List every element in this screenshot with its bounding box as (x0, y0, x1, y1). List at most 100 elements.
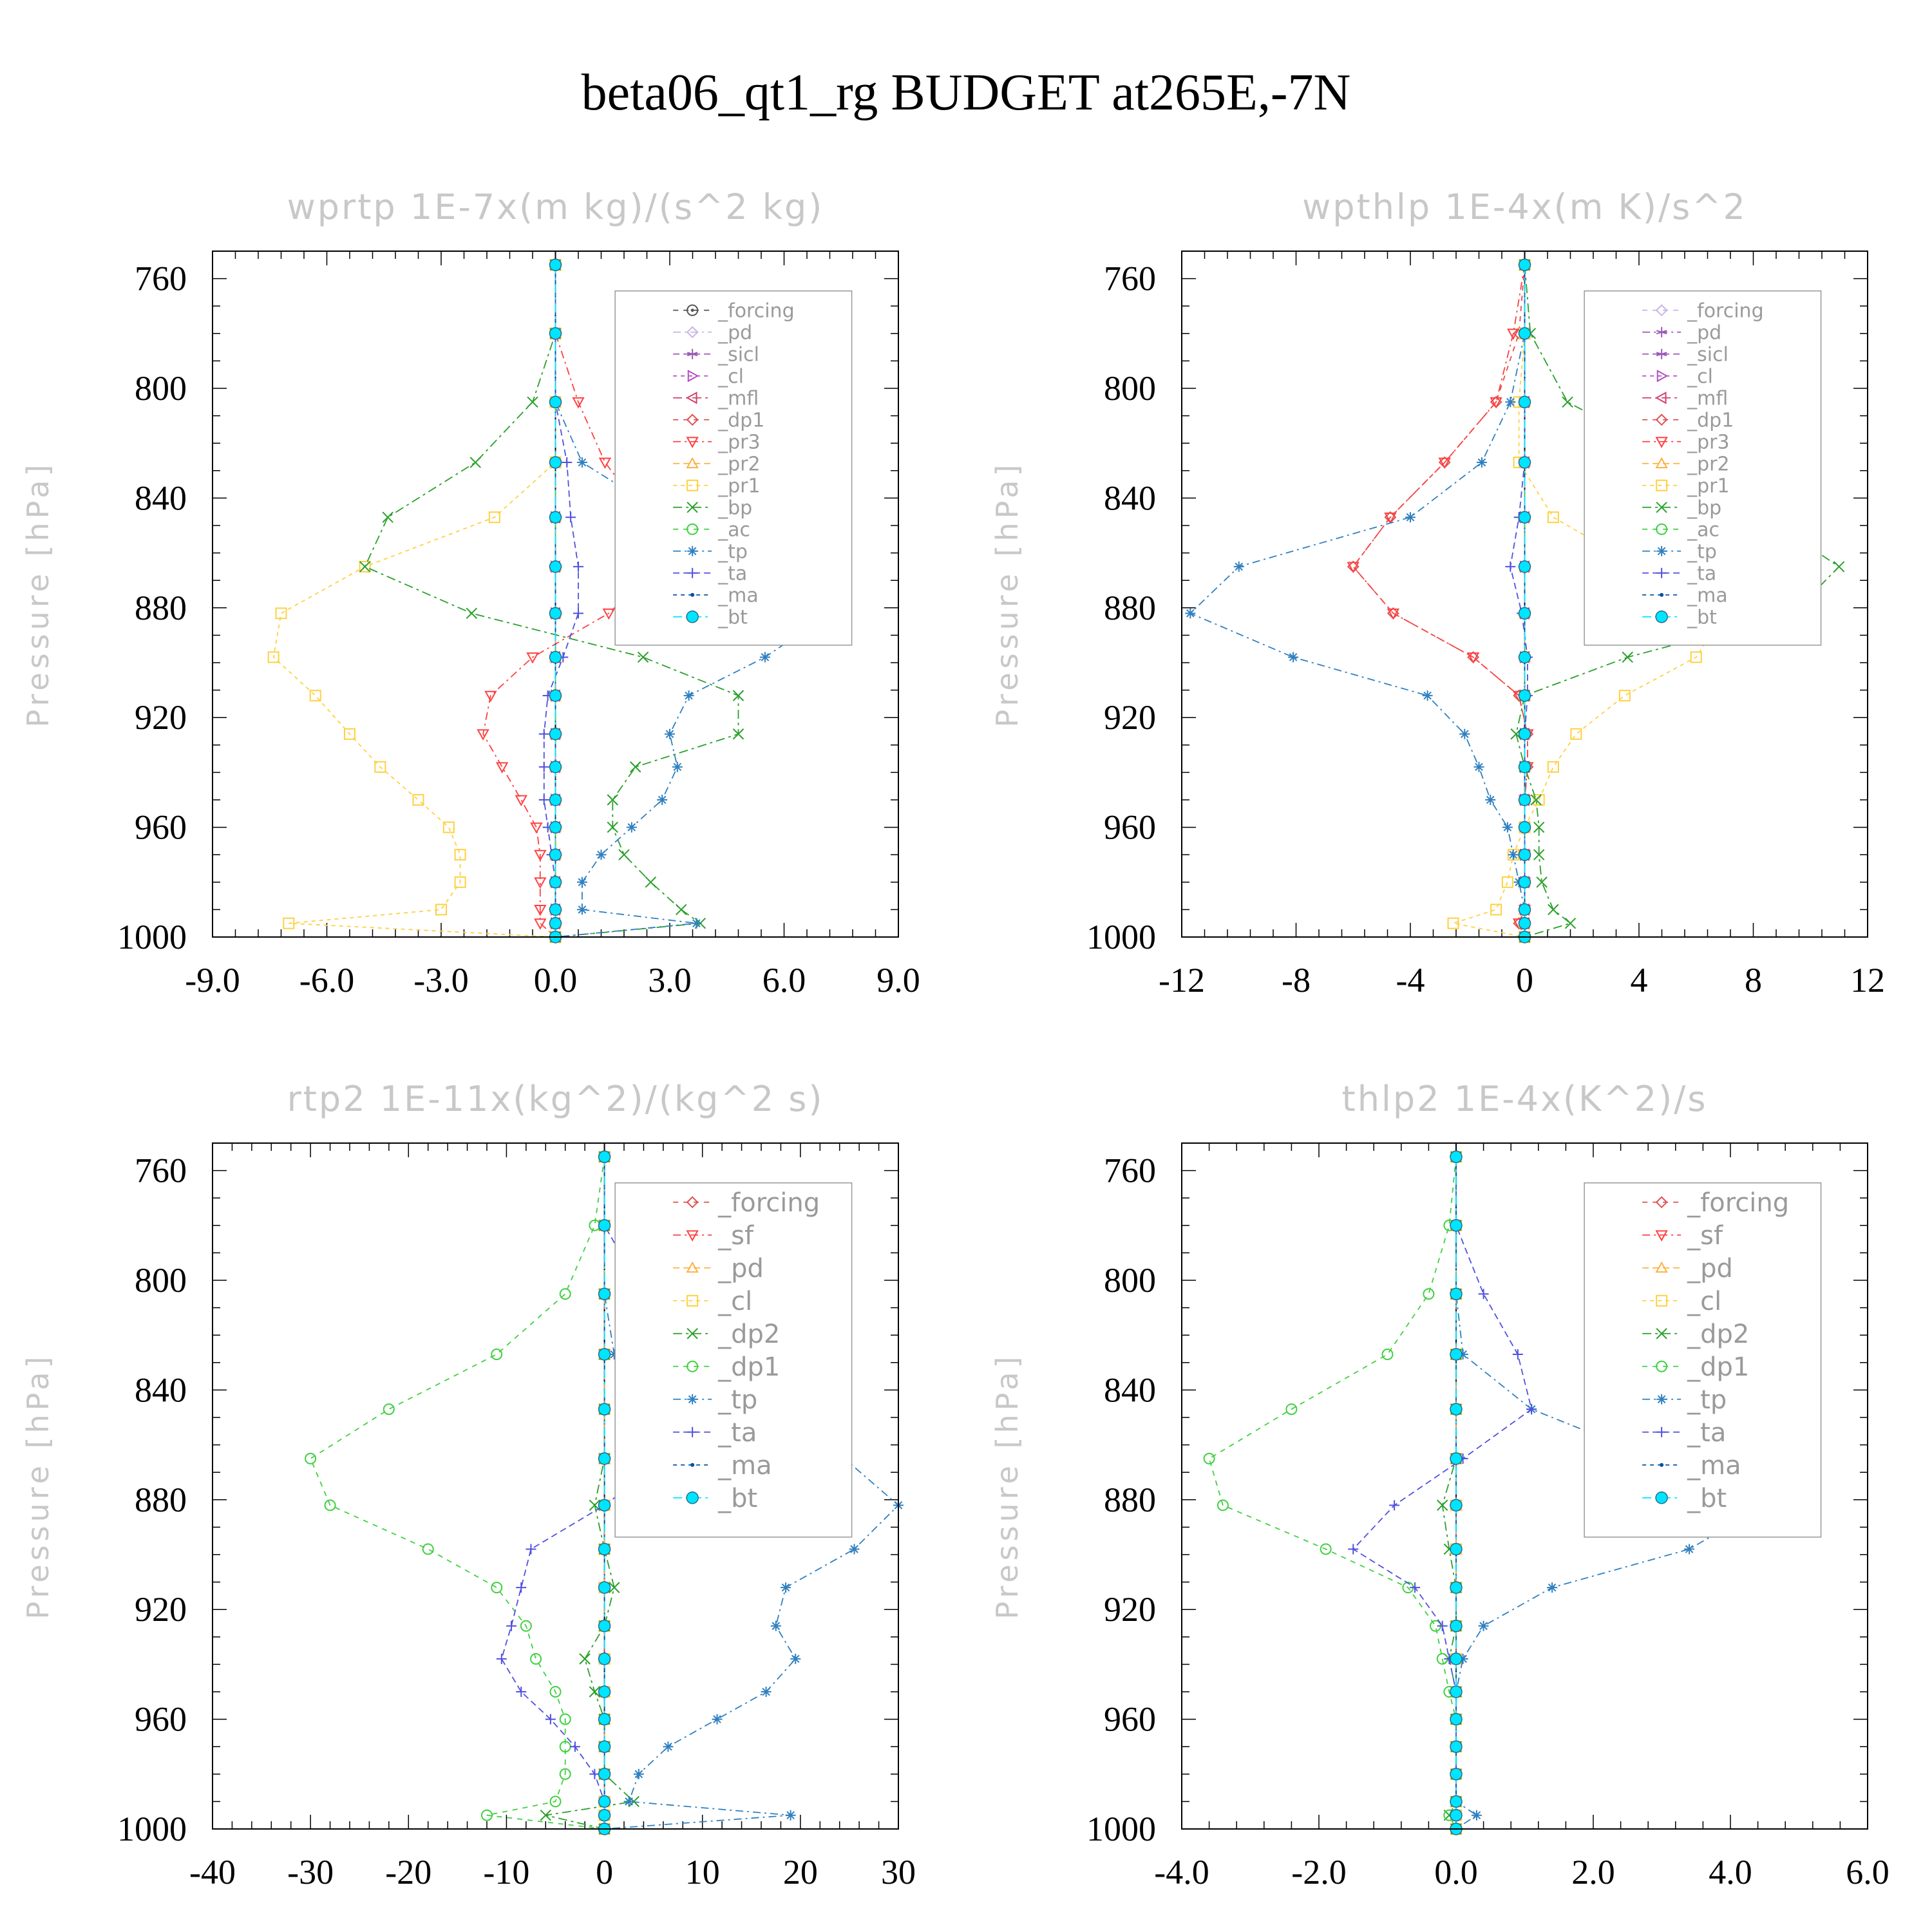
legend-entry: _pd (673, 1254, 764, 1283)
series-group (305, 1150, 904, 1836)
series-bt (1450, 1150, 1463, 1835)
legend-marker (686, 392, 697, 404)
plot-frame (212, 1142, 899, 1830)
data-point (435, 904, 447, 916)
legend-label: _dp1 (1687, 409, 1734, 431)
data-point (1450, 1219, 1463, 1232)
y-tick-label: 960 (1104, 1700, 1156, 1739)
y-tick-label: 840 (1104, 478, 1156, 517)
data-point (516, 1687, 527, 1697)
legend-marker (686, 1230, 699, 1242)
data-point (549, 1795, 562, 1808)
series-group (1185, 258, 1845, 944)
data-point (1466, 652, 1480, 664)
legend-label: _pd (717, 321, 752, 344)
data-point (526, 1544, 536, 1555)
legend-entry: _pr3 (673, 431, 761, 453)
legend-entry: _bt (1642, 1484, 1727, 1513)
chart-panel-4: thlp2 1E-4x(K^2)/s Pressure [hPa] 760 800 84… (990, 1079, 1889, 1891)
legend-entry: _dp2 (1642, 1320, 1749, 1349)
x-tick-label: -20 (385, 1853, 431, 1891)
data-point (506, 1620, 517, 1631)
legend-entry: _cl (673, 365, 744, 388)
data-point (1518, 395, 1531, 409)
data-point (305, 1452, 317, 1464)
series-line (1352, 265, 1528, 938)
panel-title: wpthlp 1E-4x(m K)/s^2 (1302, 187, 1747, 227)
data-point (683, 690, 694, 701)
data-point (454, 849, 466, 861)
data-point (1518, 793, 1531, 806)
data-point (481, 1809, 493, 1821)
legend-marker (1655, 437, 1668, 448)
x-tick-label: 2.0 (1571, 1853, 1615, 1891)
series-bt (1518, 258, 1531, 943)
data-point (712, 1714, 723, 1725)
data-point (1478, 1289, 1489, 1300)
legend-entry: _ac (673, 518, 750, 541)
data-point (1405, 512, 1416, 523)
data-point (576, 457, 587, 468)
data-point (598, 1768, 611, 1781)
data-point (1450, 1685, 1463, 1698)
data-point (1217, 1499, 1229, 1511)
data-point (538, 795, 549, 805)
data-point (520, 1620, 532, 1632)
y-tick-label: 760 (135, 1151, 187, 1190)
series-pr3 (1347, 260, 1534, 944)
data-point (1203, 1452, 1215, 1464)
legend-marker (687, 1294, 699, 1307)
data-point (491, 1349, 503, 1361)
data-point (602, 608, 616, 620)
data-point (1518, 511, 1531, 524)
data-point (1473, 761, 1484, 772)
data-point (359, 561, 371, 573)
data-point (598, 1685, 611, 1698)
data-point (1185, 608, 1196, 619)
x-tick-label: 0 (1516, 961, 1533, 999)
data-point (598, 1348, 611, 1361)
data-point (559, 1768, 571, 1780)
data-point (412, 794, 424, 806)
legend-box (614, 1182, 853, 1538)
data-point (324, 1499, 336, 1511)
panels-group: wprtp 1E-7x(m kg)/(s^2 kg) Pressure [hPa]… (21, 187, 1889, 1891)
legend-marker (687, 545, 698, 556)
x-tick-label: -12 (1159, 961, 1205, 999)
legend-entry: _bt (673, 606, 748, 629)
legend-label: _dp1 (717, 1352, 780, 1382)
legend-label: _ac (717, 518, 750, 541)
x-tick-label: 6.0 (762, 961, 806, 999)
legend-label: _bp (717, 497, 752, 519)
legend-marker (687, 523, 699, 535)
legend-marker (1656, 1294, 1668, 1307)
legend-marker (1660, 592, 1664, 597)
data-point (598, 1150, 611, 1164)
y-tick-label: 880 (1104, 589, 1156, 627)
data-point (576, 904, 587, 915)
legend-label: _bt (717, 606, 748, 629)
data-point (598, 1499, 611, 1512)
series-line (272, 265, 556, 938)
legend-entry: _bp (1642, 497, 1721, 519)
legend-label: _cl (717, 365, 744, 388)
legend-entry: _ac (1642, 518, 1719, 541)
data-point (534, 849, 547, 862)
legend-marker (1656, 1360, 1668, 1372)
data-point (454, 876, 466, 888)
x-tick-label: 0.0 (1434, 1853, 1478, 1891)
data-point (516, 1582, 527, 1593)
legend-label: _sicl (717, 343, 759, 366)
data-point (579, 1653, 591, 1665)
data-point (549, 728, 562, 741)
data-point (1547, 511, 1559, 524)
data-point (1437, 1620, 1448, 1631)
data-point (598, 1740, 611, 1753)
data-point (598, 1452, 611, 1465)
data-point (515, 795, 527, 807)
series-line (1455, 1157, 1766, 1830)
y-tick-label: 760 (1104, 260, 1156, 298)
data-point (618, 849, 630, 860)
legend-label: _tp (717, 1385, 757, 1415)
